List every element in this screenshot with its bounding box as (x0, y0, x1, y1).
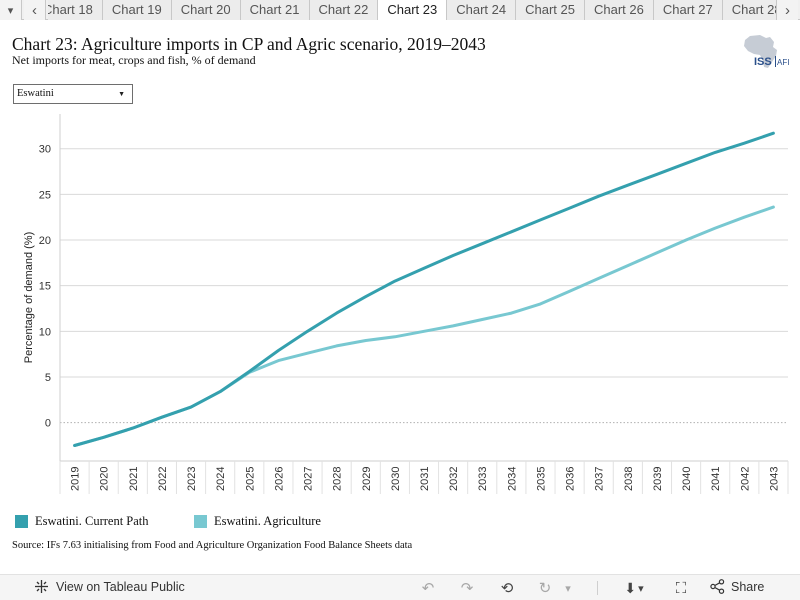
x-tick-label: 2043 (768, 467, 780, 491)
tab-chart-24[interactable]: Chart 24 (447, 0, 517, 20)
tab-scroll-right-button[interactable]: › (776, 0, 798, 20)
logo-suffix: AFI (777, 58, 789, 67)
legend-swatch (194, 514, 207, 528)
chart-subtitle: Net imports for meat, crops and fish, % … (12, 53, 256, 67)
redo-icon: ↷ (460, 580, 474, 597)
y-axis-title: Percentage of demand (%) (23, 232, 35, 363)
tab-chart-20[interactable]: Chart 20 (171, 0, 241, 20)
logo-text: ISS (754, 56, 772, 68)
tab-chart-21[interactable]: Chart 21 (240, 0, 310, 20)
chevron-right-icon: › (785, 1, 790, 19)
country-select[interactable]: Eswatini ▼ (13, 84, 133, 104)
x-tick-label: 2028 (332, 467, 344, 491)
x-tick-label: 2030 (390, 467, 402, 491)
y-tick-label: 30 (39, 144, 51, 156)
x-tick-label: 2034 (506, 467, 518, 491)
tab-chart-28[interactable]: Chart 28 (722, 0, 776, 20)
refresh-icon: ↻ (538, 580, 552, 597)
tab-chart-27[interactable]: Chart 27 (653, 0, 723, 20)
share-label: Share (731, 579, 765, 594)
fullscreen-icon: ⛶ (675, 579, 687, 597)
africa-map-icon (744, 35, 777, 68)
x-tick-label: 2039 (652, 467, 664, 491)
y-tick-label: 25 (39, 189, 51, 201)
x-tick-label: 2038 (623, 467, 635, 491)
x-tick-label: 2027 (303, 467, 315, 491)
x-tick-label: 2025 (244, 467, 256, 491)
x-tick-label: 2033 (477, 467, 489, 491)
chevron-down-icon: ▾ (7, 4, 14, 17)
x-tick-label: 2036 (565, 467, 577, 491)
y-tick-label: 15 (39, 281, 51, 293)
tab-chart-23[interactable]: Chart 23 (378, 0, 448, 20)
view-on-tableau-link[interactable]: View on Tableau Public (34, 579, 185, 594)
x-tick-label: 2029 (361, 467, 373, 491)
refresh-button[interactable]: ↻ (535, 578, 555, 598)
download-icon: ⬇ (624, 579, 637, 596)
legend-item-current-path[interactable]: Eswatini. Current Path (15, 512, 149, 530)
download-button[interactable]: ⬇ ▾ (618, 578, 650, 598)
x-tick-label: 2040 (681, 467, 693, 491)
x-tick-label: 2020 (99, 467, 111, 491)
legend-item-agriculture[interactable]: Eswatini. Agriculture (194, 512, 321, 530)
refresh-options-button[interactable]: ▾ (561, 578, 575, 598)
x-tick-label: 2021 (128, 467, 140, 491)
iss-africa-logo: ISS AFI (744, 35, 789, 68)
x-tick-label: 2023 (186, 467, 198, 491)
x-tick-label: 2024 (215, 467, 227, 491)
share-icon (710, 579, 725, 594)
y-tick-label: 10 (39, 326, 51, 338)
fullscreen-button[interactable]: ⛶ (670, 578, 692, 598)
tableau-toolbar: View on Tableau Public ↶ ↷ ⟲ ↻ ▾ ⬇ ▾ ⛶ S… (0, 574, 800, 600)
y-tick-label: 0 (45, 418, 51, 430)
x-tick-label: 2041 (710, 467, 722, 491)
view-on-tableau-label: View on Tableau Public (56, 579, 185, 594)
y-tick-label: 5 (45, 372, 51, 384)
chevron-down-icon: ▼ (118, 90, 125, 98)
x-tick-label: 2032 (448, 467, 460, 491)
legend-label: Eswatini. Current Path (35, 513, 149, 528)
tab-chart-22[interactable]: Chart 22 (309, 0, 379, 20)
tab-menu-button[interactable]: ▾ (0, 0, 22, 20)
undo-button[interactable]: ↶ (418, 578, 438, 598)
x-tick-label: 2035 (535, 467, 547, 491)
redo-button[interactable]: ↷ (457, 578, 477, 598)
tab-chart-19[interactable]: Chart 19 (102, 0, 172, 20)
tab-chart-18[interactable]: Chart 18 (48, 0, 103, 20)
x-tick-label: 2026 (273, 467, 285, 491)
x-tick-label: 2037 (594, 467, 606, 491)
tab-chart-26[interactable]: Chart 26 (585, 0, 654, 20)
legend-swatch (15, 514, 28, 528)
revert-icon: ⟲ (500, 580, 514, 597)
tableau-logo-icon (35, 580, 48, 593)
x-tick-label: 2022 (157, 467, 169, 491)
toolbar-divider (597, 581, 598, 595)
x-tick-label: 2042 (739, 467, 751, 491)
share-button[interactable]: Share (710, 579, 764, 594)
series-line-eswatini-current-path (73, 131, 775, 447)
legend-label: Eswatini. Agriculture (214, 513, 321, 528)
country-select-value: Eswatini (17, 88, 54, 99)
tab-scroll-left-button[interactable]: ‹ (24, 0, 46, 20)
revert-button[interactable]: ⟲ (497, 578, 517, 598)
x-tick-label: 2031 (419, 467, 431, 491)
source-note: Source: IFs 7.63 initialising from Food … (12, 540, 413, 551)
y-tick-label: 20 (39, 235, 51, 247)
chevron-down-icon: ▾ (565, 582, 571, 595)
tab-chart-25[interactable]: Chart 25 (516, 0, 585, 20)
undo-icon: ↶ (421, 580, 435, 597)
logo-divider (775, 56, 776, 67)
chevron-down-icon: ▾ (638, 582, 644, 595)
x-tick-label: 2019 (70, 467, 82, 491)
chevron-left-icon: ‹ (32, 1, 37, 19)
chart-title: Chart 23: Agriculture imports in CP and … (12, 34, 486, 54)
